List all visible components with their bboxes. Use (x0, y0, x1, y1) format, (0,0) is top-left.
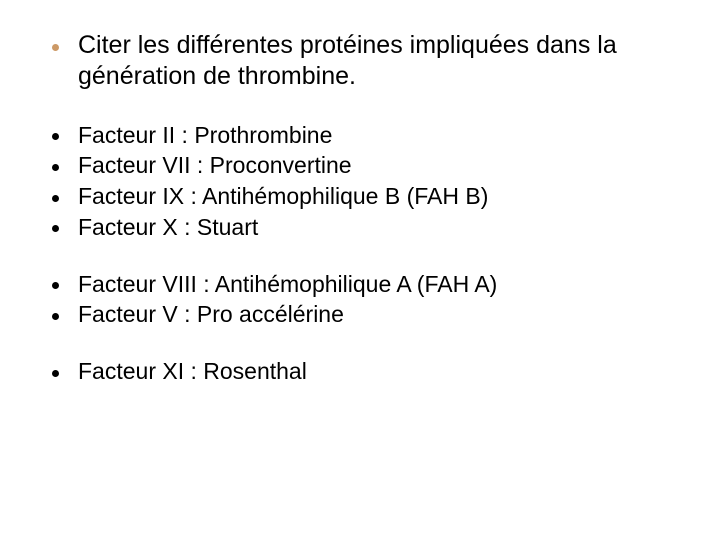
bullet-icon (52, 195, 59, 202)
list-item: Facteur XI : Rosenthal (40, 357, 680, 386)
slide: Citer les différentes protéines impliqué… (0, 0, 720, 540)
list-item-text: Facteur VIII : Antihémophilique A (FAH A… (78, 271, 497, 297)
content-list: Citer les différentes protéines impliqué… (40, 30, 680, 386)
list-item: Facteur VII : Proconvertine (40, 151, 680, 180)
list-item-text: Facteur XI : Rosenthal (78, 358, 307, 384)
bullet-icon (52, 282, 59, 289)
list-item-text: Facteur II : Prothrombine (78, 122, 332, 148)
bullet-icon (52, 164, 59, 171)
title-text: Citer les différentes protéines impliqué… (78, 31, 617, 90)
title-item: Citer les différentes protéines impliqué… (40, 30, 680, 93)
bullet-icon (52, 133, 59, 140)
list-item: Facteur VIII : Antihémophilique A (FAH A… (40, 270, 680, 299)
bullet-icon (52, 313, 59, 320)
list-item-text: Facteur IX : Antihémophilique B (FAH B) (78, 183, 488, 209)
list-item: Facteur IX : Antihémophilique B (FAH B) (40, 182, 680, 211)
list-item: Facteur V : Pro accélérine (40, 300, 680, 329)
list-item: Facteur II : Prothrombine (40, 121, 680, 150)
bullet-icon (52, 225, 59, 232)
list-item-text: Facteur VII : Proconvertine (78, 152, 352, 178)
list-item-text: Facteur V : Pro accélérine (78, 301, 344, 327)
bullet-icon (52, 44, 59, 51)
list-item-text: Facteur X : Stuart (78, 214, 258, 240)
bullet-icon (52, 370, 59, 377)
list-item: Facteur X : Stuart (40, 213, 680, 242)
